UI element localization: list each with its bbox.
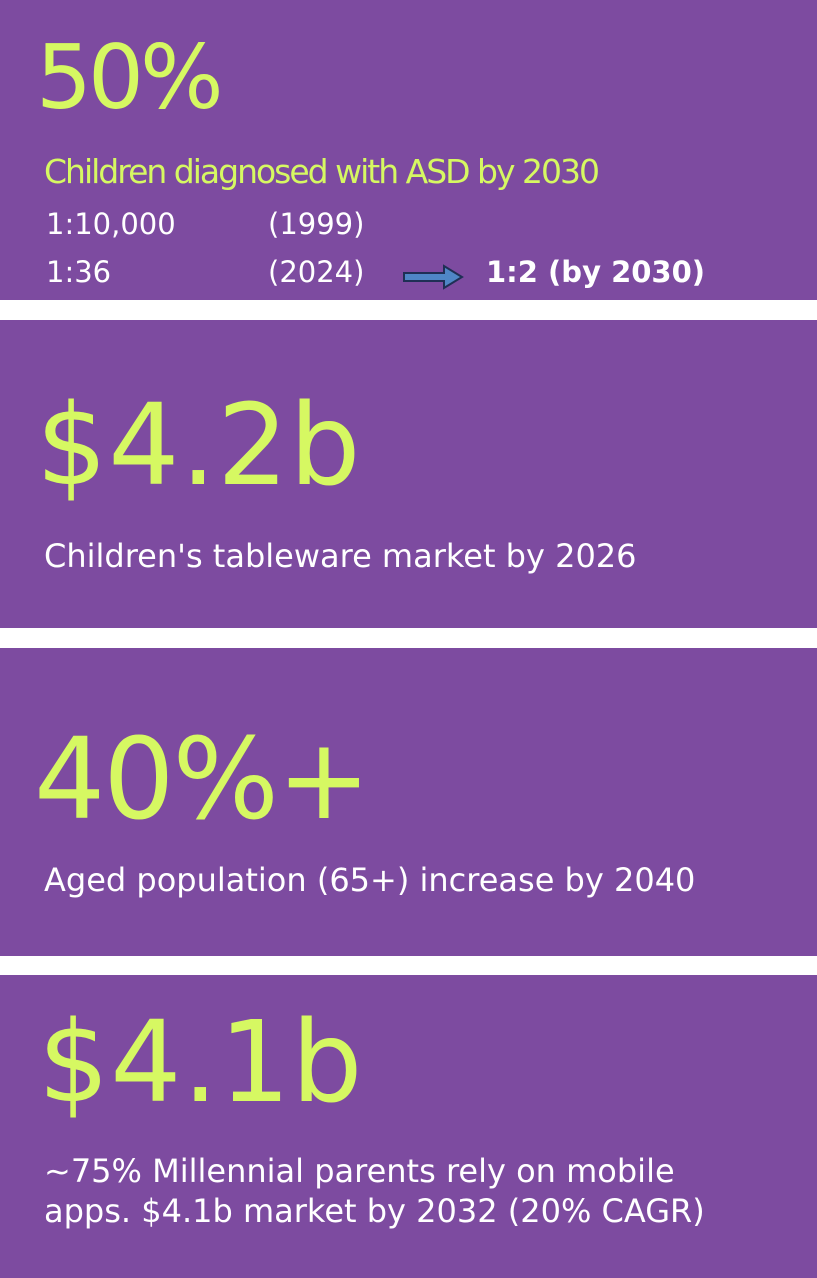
asd-subtitle: Children diagnosed with ASD by 2030 [44,152,600,191]
right-arrow-icon [403,264,464,290]
ratio-row-1999: 1:10,000 (1999) [46,210,446,244]
tableware-stat-panel: $4.2b Children's tableware market by 202… [0,320,817,628]
aging-description: Aged population (65+) increase by 2040 [44,861,696,899]
tableware-headline: $4.2b [36,381,362,511]
apps-headline: $4.1b [38,998,364,1128]
aging-headline: 40%+ [34,715,371,845]
aging-stat-panel: 40%+ Aged population (65+) increase by 2… [0,648,817,956]
ratio-projection: 1:2 (by 2030) [486,255,706,289]
ratio-year: (1999) [268,207,365,241]
ratio-year: (2024) [268,255,365,289]
apps-description-line-1: ~75% Millennial parents rely on mobile [44,1152,675,1190]
apps-description-line-2: apps. $4.1b market by 2032 (20% CAGR) [44,1192,705,1231]
tableware-description: Children's tableware market by 2026 [44,537,637,575]
ratio-value: 1:10,000 [46,207,176,241]
apps-stat-panel: $4.1b ~75% Millennial parents rely on mo… [0,975,817,1278]
asd-stat-panel: 50% Children diagnosed with ASD by 2030 … [0,0,817,300]
asd-headline: 50% [36,26,224,129]
ratio-value: 1:36 [46,255,112,289]
apps-description: ~75% Millennial parents rely on mobile a… [44,1151,705,1232]
ratio-row-2024: 1:36 (2024) 1:2 (by 2030) [46,258,746,292]
